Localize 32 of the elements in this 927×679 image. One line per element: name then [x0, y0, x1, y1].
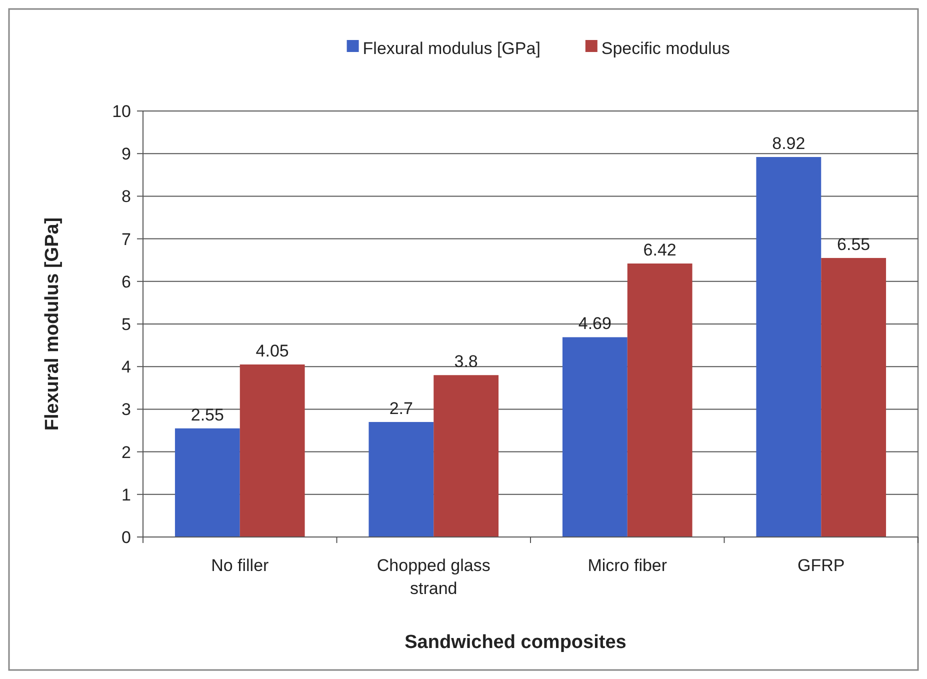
x-tick-label: No filler: [211, 556, 270, 575]
legend-label: Specific modulus: [601, 38, 730, 58]
y-tick-label: 7: [122, 230, 131, 249]
bar: [821, 258, 886, 537]
data-label: 6.42: [643, 240, 676, 260]
bar: [756, 157, 822, 537]
y-tick-label: 8: [122, 187, 131, 206]
y-axis-title: Flexural modulus [GPa]: [42, 217, 63, 431]
y-tick-label: 4: [122, 358, 131, 377]
y-tick-label: 3: [122, 400, 131, 420]
data-label: 6.55: [837, 234, 870, 254]
y-tick-label: 1: [122, 485, 131, 504]
bar: [562, 337, 628, 537]
y-tick-label: 2: [122, 442, 131, 462]
y-tick-label: 5: [122, 314, 131, 334]
bar: [174, 428, 240, 537]
y-tick-label: 9: [122, 144, 131, 164]
y-tick-label: 6: [122, 272, 131, 292]
y-tick-label: 0: [122, 528, 131, 547]
bar: [368, 422, 434, 537]
x-axis-title: Sandwiched composites: [404, 632, 626, 653]
bar: [627, 264, 692, 537]
data-label: 4.05: [256, 341, 289, 360]
bar: [240, 364, 305, 537]
x-tick-label: Chopped glass strand: [376, 556, 490, 598]
x-tick-label: Micro fiber: [588, 556, 668, 575]
legend-label: Flexural modulus [GPa]: [362, 38, 540, 58]
data-label: 8.92: [772, 134, 806, 154]
bar: [434, 375, 499, 537]
data-label: 2.55: [190, 405, 224, 424]
x-tick-label: GFRP: [798, 556, 845, 575]
y-tick-label: 10: [112, 102, 131, 121]
